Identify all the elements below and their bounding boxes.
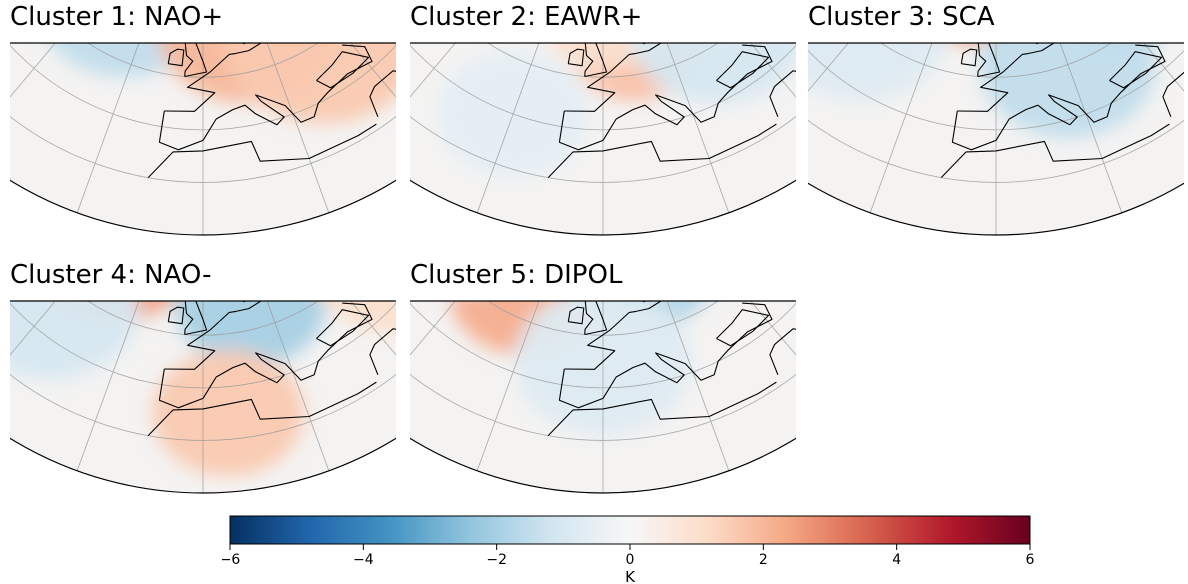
temperature-anomaly-blob bbox=[174, 301, 327, 366]
map-panel-cluster-2: Cluster 2: EAWR+ bbox=[410, 2, 800, 244]
colorbar-tick-label: −2 bbox=[486, 552, 507, 568]
map-frame bbox=[410, 300, 796, 494]
coastlines bbox=[940, 43, 1184, 178]
colorbar: −6 −4 −2 0 2 4 6 K bbox=[222, 506, 1042, 584]
map-frame bbox=[10, 42, 396, 236]
temperature-anomaly-blob bbox=[629, 43, 796, 105]
panel-title: Cluster 2: EAWR+ bbox=[410, 2, 643, 32]
map-frame bbox=[10, 300, 396, 494]
map-frame bbox=[808, 42, 1184, 236]
panel-title: Cluster 4: NAO- bbox=[10, 260, 212, 290]
panel-title: Cluster 1: NAO+ bbox=[10, 2, 224, 32]
map-panel-cluster-3: Cluster 3: SCA bbox=[808, 2, 1188, 244]
colorbar-gradient bbox=[229, 515, 1031, 545]
map-panel-cluster-1: Cluster 1: NAO+ bbox=[10, 2, 400, 244]
colorbar-tick-label: 4 bbox=[892, 552, 901, 568]
temperature-anomaly-blob bbox=[222, 43, 396, 124]
coastlines bbox=[147, 301, 396, 436]
colorbar-unit-label: K bbox=[625, 568, 636, 584]
coastlines bbox=[547, 43, 796, 178]
panel-title: Cluster 5: DIPOL bbox=[410, 260, 623, 290]
colorbar-tick-label: 0 bbox=[626, 552, 635, 568]
map-frame bbox=[410, 42, 796, 236]
polar-map-cluster-3 bbox=[808, 42, 1184, 236]
colorbar-tick-label: 2 bbox=[759, 552, 768, 568]
map-panel-cluster-5: Cluster 5: DIPOL bbox=[410, 260, 800, 502]
panel-title: Cluster 3: SCA bbox=[808, 2, 995, 32]
colorbar-tick-label: −6 bbox=[222, 552, 240, 568]
colorbar-svg: −6 −4 −2 0 2 4 6 K bbox=[222, 515, 1035, 584]
colorbar-tick-label: −4 bbox=[353, 552, 374, 568]
temperature-anomaly-blob bbox=[152, 349, 304, 477]
polar-map-cluster-5 bbox=[410, 300, 796, 494]
polar-map-cluster-1 bbox=[10, 42, 396, 236]
coastlines bbox=[547, 301, 796, 436]
coastlines bbox=[147, 43, 396, 178]
map-panel-cluster-4: Cluster 4: NAO- bbox=[10, 260, 400, 502]
colorbar-tick-label: 6 bbox=[1026, 552, 1035, 568]
polar-map-cluster-4 bbox=[10, 300, 396, 494]
temperature-anomaly-blob bbox=[808, 43, 950, 102]
temperature-anomaly-blob bbox=[546, 43, 660, 73]
polar-map-cluster-2 bbox=[410, 42, 796, 236]
